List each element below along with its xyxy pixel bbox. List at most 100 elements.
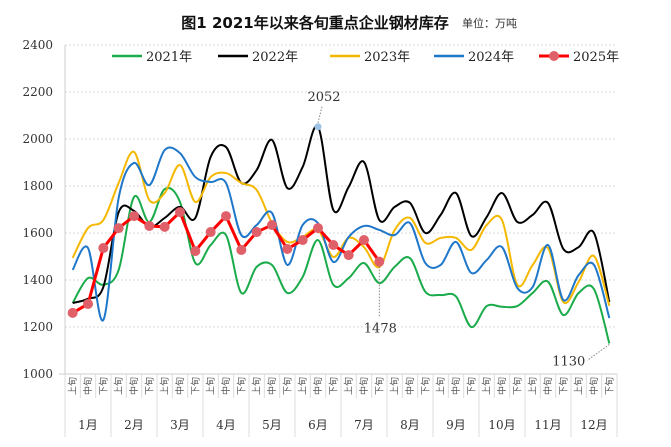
period-label: 上旬 xyxy=(343,377,355,395)
period-label: 上旬 xyxy=(67,377,79,395)
period-label: 上旬 xyxy=(435,377,447,395)
period-label: 中旬 xyxy=(266,377,278,395)
period-label: 中旬 xyxy=(588,377,600,395)
period-label: 上旬 xyxy=(251,377,263,395)
series-2025-point xyxy=(205,227,216,238)
period-label: 下旬 xyxy=(373,377,385,395)
month-label: 12月 xyxy=(580,418,607,432)
month-label: 1月 xyxy=(78,418,98,432)
y-tick-label: 2000 xyxy=(22,132,53,146)
y-tick-label: 1600 xyxy=(22,226,53,240)
period-label: 中旬 xyxy=(496,377,508,395)
period-label: 上旬 xyxy=(205,377,217,395)
legend-2025-label: 2025年 xyxy=(573,50,619,65)
period-label: 上旬 xyxy=(573,377,585,395)
series-2025-point xyxy=(282,243,293,254)
series-2025-point xyxy=(221,211,231,222)
period-label: 中旬 xyxy=(220,377,232,395)
period-label: 下旬 xyxy=(603,377,615,395)
series-2025-point xyxy=(144,220,155,231)
period-label: 下旬 xyxy=(465,377,477,395)
series-2025-point xyxy=(313,223,323,234)
period-label: 中旬 xyxy=(128,377,140,395)
series-2025-point xyxy=(374,256,385,267)
series-2025-point xyxy=(159,221,170,232)
series-2025-point xyxy=(175,207,185,218)
chart-title: 图1 2021年以来各旬重点企业钢材库存 xyxy=(181,14,448,32)
legend-2023-label: 2023年 xyxy=(364,50,410,65)
series-2025-point xyxy=(113,223,124,234)
legend: 2021年 2022年 2023年 2024年 2025年 xyxy=(112,50,619,65)
chart-unit: 单位：万吨 xyxy=(462,16,517,30)
series-2025-point xyxy=(129,211,139,222)
period-label: 下旬 xyxy=(281,377,293,395)
period-label: 下旬 xyxy=(143,377,155,395)
series-2025-point xyxy=(267,220,277,231)
y-tick-label: 1000 xyxy=(22,367,53,381)
annotation-leader xyxy=(317,106,323,123)
period-label: 下旬 xyxy=(557,377,569,395)
month-label: 2月 xyxy=(124,418,144,432)
series-2023-line xyxy=(71,150,611,307)
series-2024-line xyxy=(71,146,611,322)
period-label: 中旬 xyxy=(82,377,94,395)
series-2025-point xyxy=(251,227,262,238)
period-label: 上旬 xyxy=(159,377,171,395)
legend-2024-label: 2024年 xyxy=(468,50,514,65)
series-2025-point xyxy=(343,250,354,261)
legend-2021-label: 2021年 xyxy=(146,50,192,65)
gridlines xyxy=(65,44,617,328)
y-tick-label: 1200 xyxy=(22,320,53,334)
period-label: 下旬 xyxy=(97,377,109,395)
period-label: 下旬 xyxy=(327,377,339,395)
month-label: 8月 xyxy=(400,418,420,432)
series-2025-point xyxy=(236,244,247,255)
y-tick-label: 1800 xyxy=(22,179,53,193)
month-label: 3月 xyxy=(170,418,190,432)
month-label: 6月 xyxy=(308,418,328,432)
annotation-leader xyxy=(587,344,610,361)
period-label: 下旬 xyxy=(189,377,201,395)
series-2025-point xyxy=(98,243,109,254)
period-label: 上旬 xyxy=(389,377,401,395)
annotation-label: 1478 xyxy=(364,322,397,337)
month-label: 4月 xyxy=(216,418,236,432)
series-lines xyxy=(67,125,611,344)
period-label: 中旬 xyxy=(312,377,324,395)
legend-2022-label: 2022年 xyxy=(252,50,298,65)
period-label: 中旬 xyxy=(358,377,370,395)
series-2025-point xyxy=(190,246,201,257)
month-label: 10月 xyxy=(488,418,515,432)
period-label: 下旬 xyxy=(419,377,431,395)
series-2022-line xyxy=(72,125,611,305)
month-label: 9月 xyxy=(446,418,466,432)
y-axis: 1000 1200 1400 1600 1800 2000 2200 2400 xyxy=(22,38,66,381)
y-tick-label: 1400 xyxy=(22,273,53,287)
annotations: 2052 1478 1130 xyxy=(307,90,610,369)
y-tick-label: 2400 xyxy=(22,38,53,52)
period-label: 上旬 xyxy=(297,377,309,395)
month-label: 11月 xyxy=(534,418,561,432)
series-2025-point xyxy=(83,298,93,309)
series-2025-point xyxy=(297,235,308,246)
series-2025-point xyxy=(328,239,339,250)
x-axis: 上旬 中旬 下旬 上旬 中旬 下旬 上旬 中旬 下旬 上旬 中旬 下旬 上旬 中旬 下旬 上旬 中旬 下旬 上旬 中旬… xyxy=(59,373,618,437)
period-label: 中旬 xyxy=(450,377,462,395)
period-label: 中旬 xyxy=(174,377,186,395)
month-label: 5月 xyxy=(262,418,282,432)
series-2025-point xyxy=(67,307,78,318)
month-label: 7月 xyxy=(354,418,374,432)
period-label: 中旬 xyxy=(404,377,416,395)
annotation-label: 2052 xyxy=(307,90,340,105)
period-label: 上旬 xyxy=(527,377,539,395)
period-label: 下旬 xyxy=(235,377,247,395)
period-label: 上旬 xyxy=(481,377,493,395)
y-tick-label: 2200 xyxy=(22,85,53,99)
series-2021-line xyxy=(71,186,611,344)
legend-2025-marker xyxy=(549,51,559,61)
period-label: 下旬 xyxy=(511,377,523,395)
annotation-label: 1130 xyxy=(552,354,585,369)
peak-marker xyxy=(314,123,322,131)
period-label: 中旬 xyxy=(542,377,554,395)
